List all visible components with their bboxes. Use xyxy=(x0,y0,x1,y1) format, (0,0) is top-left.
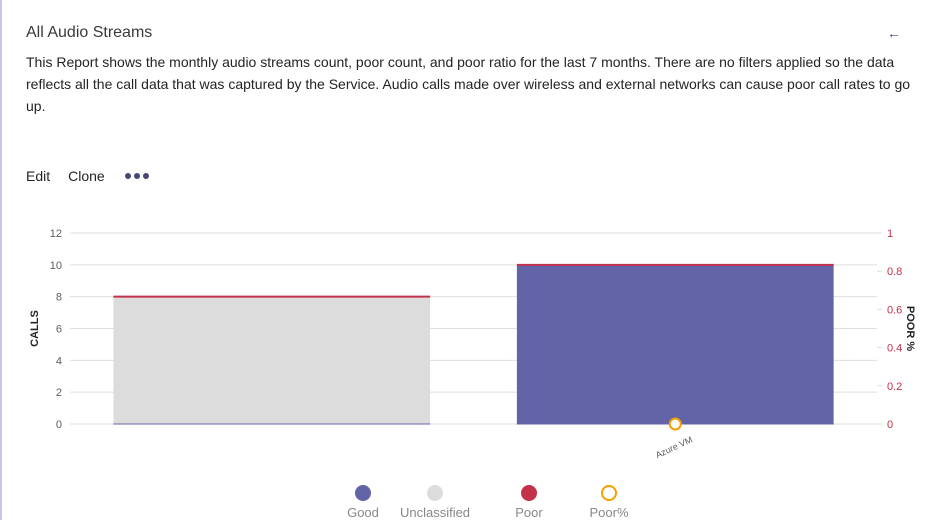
bar-unclassified xyxy=(113,296,431,424)
legend-item-good[interactable]: Good xyxy=(318,483,408,520)
clone-button[interactable]: Clone xyxy=(68,168,105,184)
left-border xyxy=(0,0,2,520)
legend-unclassified-swatch xyxy=(427,485,443,501)
legend-unclassified-label: Unclassified xyxy=(399,505,471,520)
y-tick-label: 2 xyxy=(56,387,62,399)
y2-axis-title: POOR % xyxy=(904,306,916,351)
legend-poor-pct-label: Poor% xyxy=(589,505,629,520)
y2-tick-label: 0.8 xyxy=(887,266,902,278)
y2-tick-label: 0 xyxy=(887,419,893,431)
back-arrow-icon[interactable]: ← xyxy=(887,25,901,41)
more-options-icon[interactable] xyxy=(124,173,149,179)
legend-poor-pct-swatch xyxy=(601,485,617,501)
y2-tick-label: 1 xyxy=(887,228,893,240)
y-tick-label: 4 xyxy=(56,355,62,367)
y-tick-label: 0 xyxy=(56,419,62,431)
legend-item-poor[interactable]: Poor xyxy=(484,483,574,520)
audio-streams-chart: 0 2 4 6 8 10 12 0 0.2 0.4 0.6 0.8 1 CALLS POOR % Azure … xyxy=(29,228,916,460)
y-tick-label: 8 xyxy=(56,292,62,304)
legend-good-swatch xyxy=(355,485,371,501)
y-tick-label: 12 xyxy=(50,228,62,240)
report-title: All Audio Streams xyxy=(26,24,153,41)
y-tick-label: 10 xyxy=(50,260,62,272)
legend-item-poor-pct[interactable]: Poor% xyxy=(564,483,654,520)
y2-tick-label: 0.2 xyxy=(887,381,902,393)
y-tick-label: 6 xyxy=(56,324,62,336)
legend-poor-label: Poor xyxy=(515,505,543,520)
poor-pct-point xyxy=(668,417,682,431)
y-axis-title: CALLS xyxy=(29,310,41,347)
x-tick-label: Azure VM xyxy=(654,434,694,460)
legend-good-label: Good xyxy=(347,505,379,520)
y2-tick-label: 0.6 xyxy=(887,304,902,316)
report-description: This Report shows the monthly audio stre… xyxy=(26,54,911,114)
legend-poor-swatch xyxy=(521,485,537,501)
report-actions: Edit Clone xyxy=(26,168,149,184)
bar-good xyxy=(516,264,834,424)
chart-legend: Good Unclassified Poor Poor% xyxy=(318,483,638,520)
y2-tick-label: 0.4 xyxy=(887,343,902,355)
legend-item-unclassified[interactable]: Unclassified xyxy=(390,483,480,520)
edit-button[interactable]: Edit xyxy=(26,168,51,184)
